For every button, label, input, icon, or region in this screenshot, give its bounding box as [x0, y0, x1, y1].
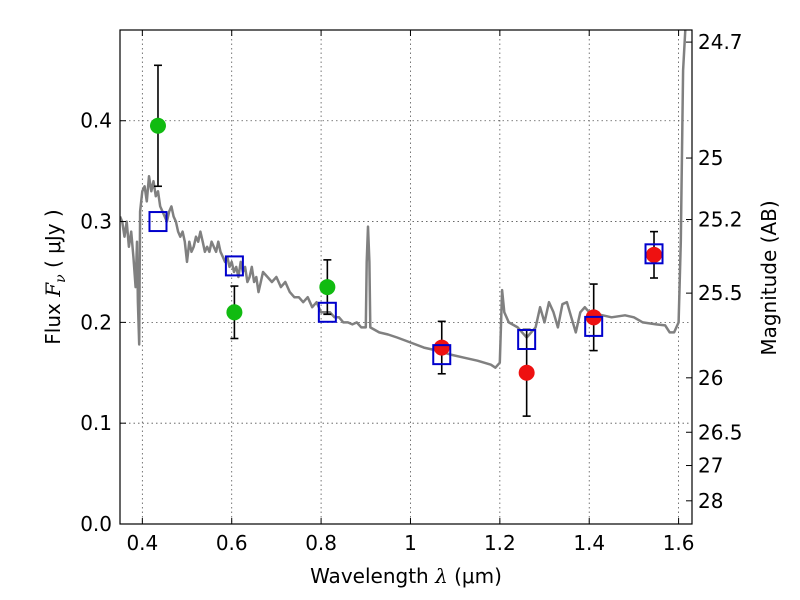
y2-tick-label: 25.5 [698, 281, 743, 305]
x-tick-label: 1.6 [663, 531, 695, 555]
model-flux-square [644, 243, 664, 265]
x-tick-label: 1 [404, 531, 417, 555]
x-axis: 0.4 0.6 0.8 1 1.2 1.4 1.6 [126, 30, 695, 555]
y2-tick-label: 24.7 [698, 30, 743, 54]
y-axis-label: Flux Fν ( μJy ) [41, 209, 69, 344]
photometry-point [149, 117, 166, 134]
model-flux-square [584, 315, 604, 337]
photometry-point [433, 339, 450, 356]
y-axis-flux: 0.0 0.1 0.2 0.3 0.4 [80, 109, 126, 536]
x-tick-label: 0.8 [305, 531, 337, 555]
x-tick-label: 0.6 [216, 531, 248, 555]
y2-axis-label: Magnitude (AB) [757, 200, 781, 355]
y2-tick-label: 25.2 [698, 208, 743, 232]
photometry-point [226, 304, 243, 321]
y-axis-magnitude: 24.7 25 25.2 25.5 26 26.5 27 28 [686, 30, 743, 513]
photometry-point [319, 279, 336, 296]
y2-tick-label: 26 [698, 366, 723, 390]
y-tick-label: 0.4 [80, 109, 112, 133]
y2-tick-label: 26.5 [698, 420, 743, 444]
photometry-point [518, 364, 535, 381]
y-tick-label: 0.3 [80, 210, 112, 234]
plot-frame [119, 29, 693, 525]
x-tick-label: 1.2 [484, 531, 516, 555]
y-tick-label: 0.1 [80, 411, 112, 435]
model-flux-square [148, 211, 168, 233]
x-axis-label: Wavelength λ (μm) [310, 564, 502, 588]
y2-tick-label: 28 [698, 489, 723, 513]
model-flux-square [517, 329, 537, 351]
y2-tick-label: 25 [698, 146, 723, 170]
y-tick-label: 0.2 [80, 310, 112, 334]
x-tick-label: 1.4 [573, 531, 605, 555]
data-markers [148, 117, 664, 381]
y-tick-label: 0.0 [80, 512, 112, 536]
model-flux-square [317, 301, 337, 323]
y2-tick-label: 27 [698, 454, 723, 478]
x-tick-label: 0.4 [126, 531, 158, 555]
model-flux-square [432, 344, 452, 366]
model-flux-square [224, 255, 244, 277]
photometry-point [646, 246, 663, 263]
